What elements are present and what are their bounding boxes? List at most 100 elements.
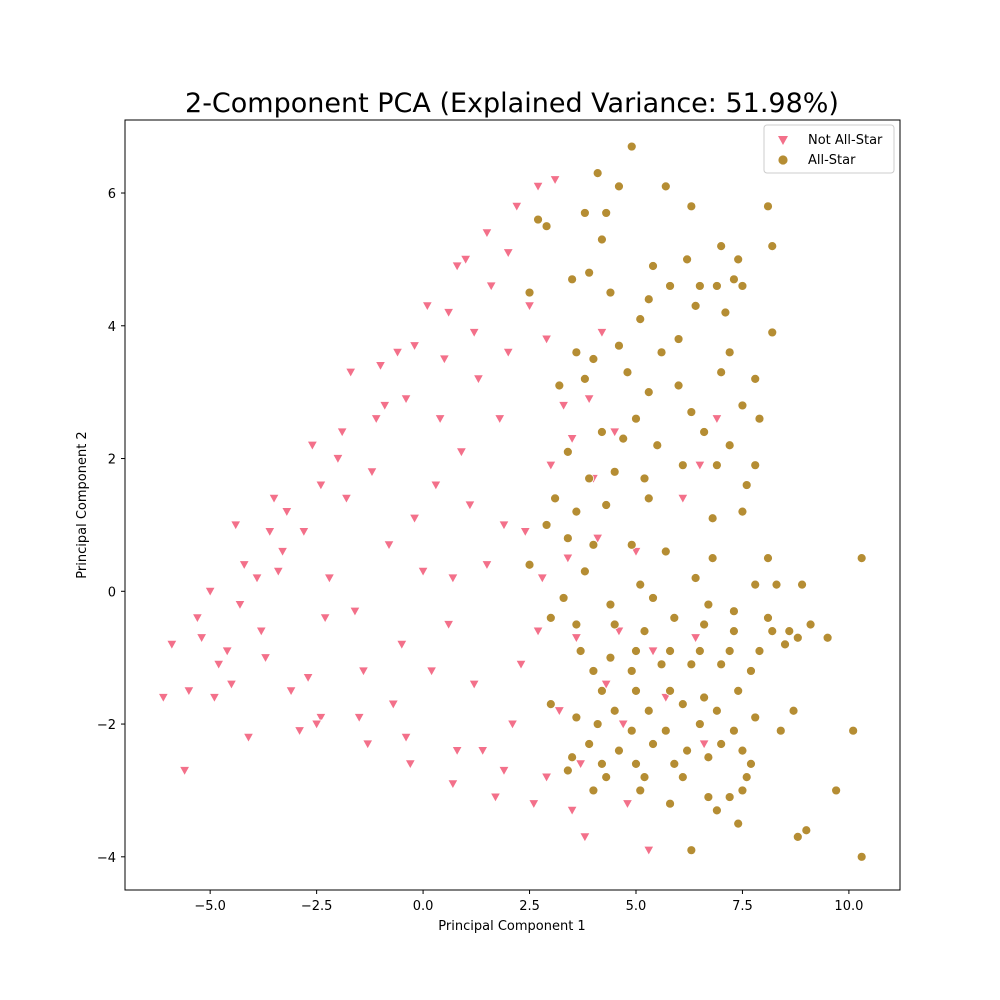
all-star-point [609,466,620,477]
all-star-point [592,168,603,179]
all-star-point [699,619,710,630]
all-star-point [694,281,705,291]
all-star-point [703,752,714,763]
all-star-point [694,719,705,729]
not-all-star-point [272,566,284,578]
all-star-point [614,745,624,756]
not-all-star-point [698,739,710,750]
x-tick-label: 7.5 [732,899,753,914]
all-star-point [801,825,812,836]
not-all-star-point [570,633,583,644]
all-star-point [677,772,688,783]
all-star-point [771,579,782,590]
not-all-star-point [302,673,314,684]
x-tick-label: 2.5 [519,899,540,914]
all-star-point [588,785,599,796]
not-all-star-point [332,454,344,465]
not-all-star-point [319,613,331,624]
not-all-star-point [208,693,221,704]
not-all-star-point [315,480,327,491]
all-star-point [558,593,569,603]
not-all-star-point [494,414,506,425]
not-all-star-point [293,726,306,737]
all-star-point [584,739,595,749]
not-all-star-point [689,633,702,644]
all-star-point [635,314,646,325]
not-all-star-point [438,354,451,365]
all-star-point [648,261,658,271]
all-star-point [750,460,761,471]
not-all-star-point [579,832,591,843]
not-all-star-point [204,586,216,598]
x-tick-label: 5.0 [626,899,647,914]
all-star-point [656,347,667,358]
not-all-star-point [532,626,544,637]
all-star-point [631,413,641,424]
not-all-star-point [404,759,416,770]
not-all-star-point [694,460,706,471]
not-all-star-point [540,772,553,783]
all-star-point [737,281,748,291]
legend-marker-not-all-star [778,136,788,145]
all-star-point [597,685,607,696]
all-star-point [562,765,573,776]
not-all-star-point [242,732,255,744]
all-star-point [545,699,556,710]
not-all-star-point [281,507,293,518]
not-all-star-point [455,447,468,458]
legend-box [763,124,895,174]
all-star-point [626,141,637,152]
y-tick-label: 2 [108,453,116,468]
all-star-point [856,851,867,862]
all-star-point [665,685,675,696]
all-star-point [643,493,654,504]
all-star-point [571,347,582,358]
all-star-point [635,785,646,796]
all-star-point [614,181,624,192]
all-star-point [831,785,842,796]
all-star-point [694,646,705,656]
all-star-point [690,573,701,583]
all-star-point [592,719,603,729]
not-all-star-point [191,613,204,624]
not-all-star-point [540,334,553,345]
not-all-star-point [379,401,391,412]
not-all-star-point [251,573,263,584]
not-all-star-point [609,427,621,438]
series-not-all-star [157,175,723,856]
not-all-star-point [464,500,476,511]
not-all-star-point [195,633,208,644]
all-star-point [729,274,739,285]
all-star-point [618,433,629,444]
all-star-point [729,606,739,617]
all-star-point [601,208,612,218]
all-star-point [601,772,612,783]
all-star-point [741,772,752,783]
not-all-star-point [238,560,250,571]
not-all-star-point [660,693,672,704]
not-all-star-point [472,374,485,385]
all-star-point [614,340,624,351]
y-tick-label: −4 [97,851,116,866]
not-all-star-point [519,527,531,538]
not-all-star-point [498,520,510,531]
y-axis: −4 −2 0 2 4 6 [97,187,125,866]
legend-marker-all-star [777,154,789,166]
all-star-point [601,500,612,510]
all-star-point [554,380,565,391]
all-star-point [822,632,833,643]
not-all-star-point [545,460,557,471]
not-all-star-point [408,513,421,525]
not-all-star-point [485,281,497,292]
all-star-point [639,626,650,637]
not-all-star-point [430,480,442,491]
legend: Not All-Star All-Star [763,124,895,174]
all-star-point [767,241,778,252]
not-all-star-point [340,493,353,505]
not-all-star-point [323,573,336,584]
all-star-point [669,612,680,623]
x-tick-label: −5.0 [194,899,226,914]
all-star-point [788,705,799,716]
all-star-point [724,792,735,802]
all-star-point [792,632,803,643]
